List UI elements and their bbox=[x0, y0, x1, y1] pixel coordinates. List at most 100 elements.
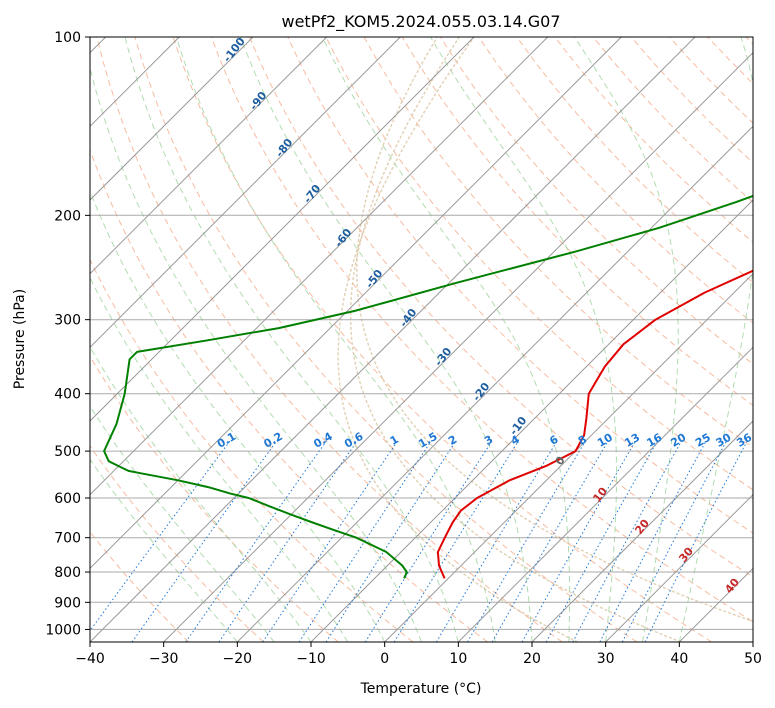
x-tick-label: −20 bbox=[223, 651, 253, 667]
mixing-ratio-line bbox=[393, 440, 520, 642]
isotherm-line bbox=[90, 37, 549, 496]
theta-e-curve bbox=[337, 37, 578, 642]
mixing-ratio-line bbox=[521, 440, 637, 642]
isotherm-line bbox=[531, 420, 753, 642]
plot-frame bbox=[89, 36, 754, 643]
mixing-ratio-line bbox=[90, 440, 231, 632]
y-tick-label: 600 bbox=[54, 491, 81, 507]
mixing-ratio-line bbox=[491, 440, 609, 642]
moist-adiabat-line bbox=[239, 37, 533, 642]
x-tick-label: 30 bbox=[597, 651, 615, 667]
mixing-ratio-label: 13 bbox=[622, 431, 642, 450]
isotherm-line bbox=[90, 37, 475, 422]
dry-adiabat-line bbox=[287, 37, 753, 534]
dry-adiabat-line bbox=[249, 37, 753, 578]
x-tick-label: 50 bbox=[744, 651, 762, 667]
x-tick-label: 10 bbox=[449, 651, 467, 667]
mixing-ratio-line bbox=[599, 440, 707, 642]
moist-adiabat-line bbox=[90, 345, 312, 642]
mixing-ratio-line bbox=[262, 440, 399, 642]
dry-adiabat-line bbox=[90, 258, 414, 642]
moist-adiabat-line bbox=[124, 37, 459, 642]
mixing-ratio-label: 20 bbox=[669, 431, 689, 450]
dry-adiabat-line bbox=[210, 37, 753, 623]
mixing-ratio-label: 0.2 bbox=[262, 430, 285, 451]
isotherm-label: -70 bbox=[301, 182, 324, 206]
dry-adiabat-line bbox=[90, 355, 339, 642]
mixing-ratio-label: 3 bbox=[482, 433, 495, 448]
dry-adiabat-line bbox=[90, 148, 488, 642]
isotherm-label: -50 bbox=[363, 267, 386, 291]
isotherm-label: -30 bbox=[432, 345, 455, 369]
mixing-ratio-line bbox=[644, 440, 748, 642]
mixing-ratio-label: 10 bbox=[595, 431, 615, 450]
mixing-ratio-label: 25 bbox=[693, 431, 713, 450]
moist-adiabat-line bbox=[90, 65, 422, 642]
mixing-ratio-line bbox=[218, 440, 358, 642]
isotherm-line bbox=[752, 641, 753, 642]
isotherm-line bbox=[90, 37, 254, 201]
isotherm-label: -60 bbox=[332, 226, 355, 250]
y-tick-label: 100 bbox=[54, 30, 81, 46]
dry-adiabat-line bbox=[745, 37, 753, 45]
moist-adiabat-line bbox=[678, 37, 753, 642]
isotherm-label: 30 bbox=[676, 545, 696, 565]
background-lines bbox=[90, 37, 753, 642]
dewpoint-profile bbox=[103, 194, 753, 579]
moist-adiabat-line bbox=[90, 189, 386, 642]
x-tick-label: 20 bbox=[523, 651, 541, 667]
isotherm-line bbox=[605, 493, 753, 642]
temperature-profile bbox=[436, 269, 753, 579]
dry-adiabat-line bbox=[90, 445, 264, 642]
mixing-ratio-line bbox=[131, 440, 278, 642]
dry-adiabat-line bbox=[707, 37, 753, 85]
isotherm-line bbox=[384, 272, 753, 642]
profiles bbox=[103, 194, 753, 579]
mixing-ratio-line bbox=[621, 440, 728, 642]
dry-adiabat-line bbox=[134, 37, 638, 642]
isotherm-label: -80 bbox=[273, 136, 296, 160]
x-tick-label: 40 bbox=[670, 651, 688, 667]
mixing-ratio-line bbox=[467, 440, 587, 642]
isotherm-line bbox=[90, 37, 696, 642]
mixing-ratio-line bbox=[572, 440, 683, 642]
moist-adiabat-line bbox=[322, 37, 571, 642]
mixing-ratio-label: 0.6 bbox=[342, 430, 366, 451]
isotherm-label: 20 bbox=[632, 517, 652, 537]
y-tick-label: 500 bbox=[54, 444, 81, 460]
y-tick-label: 1000 bbox=[45, 622, 81, 638]
axes: −40 −30 −20 −10 0 10 20 30 40 5010020030040050060… bbox=[45, 30, 762, 667]
isotherm-line bbox=[90, 37, 328, 275]
isotherm-line bbox=[90, 37, 401, 349]
y-tick-label: 700 bbox=[54, 531, 81, 547]
dry-adiabat-line bbox=[439, 37, 753, 365]
y-tick-label: 900 bbox=[54, 595, 81, 611]
moist-adiabat-line bbox=[175, 37, 496, 642]
dry-adiabat-line bbox=[516, 37, 753, 284]
moist-adiabat-line bbox=[90, 405, 275, 642]
x-tick-label: −40 bbox=[75, 651, 105, 667]
isotherm-line bbox=[163, 51, 753, 642]
mixing-ratio-label: 16 bbox=[644, 431, 664, 450]
x-axis-label: Temperature (°C) bbox=[360, 681, 482, 697]
x-tick-label: −30 bbox=[149, 651, 179, 667]
y-tick-label: 800 bbox=[54, 565, 81, 581]
mixing-ratio-label: 2 bbox=[446, 433, 459, 448]
dry-adiabat-line bbox=[90, 531, 190, 642]
isotherm-label: 40 bbox=[722, 576, 742, 596]
mixing-ratio-line bbox=[185, 440, 328, 642]
isotherm-label: -100 bbox=[221, 35, 248, 65]
mixing-ratio-label: 36 bbox=[734, 431, 754, 450]
moist-adiabat-line bbox=[430, 37, 617, 642]
y-tick-label: 300 bbox=[54, 313, 81, 329]
y-tick-label: 400 bbox=[54, 387, 81, 403]
moist-adiabat-line bbox=[90, 276, 349, 642]
mixing-ratio-line bbox=[364, 440, 493, 642]
theta-e-curve bbox=[356, 37, 753, 623]
chart-title: wetPf2_KOM5.2024.055.03.14.G07 bbox=[281, 12, 560, 32]
y-tick-label: 200 bbox=[54, 208, 81, 224]
contour-labels: 0.1 0.2 0.4 0.6 1 1.5 2 3 4 6 8 10 13 16 20 25 30 36-100-… bbox=[215, 35, 754, 596]
mixing-ratio-label: 6 bbox=[547, 433, 560, 448]
mixing-ratio-line bbox=[435, 440, 558, 642]
